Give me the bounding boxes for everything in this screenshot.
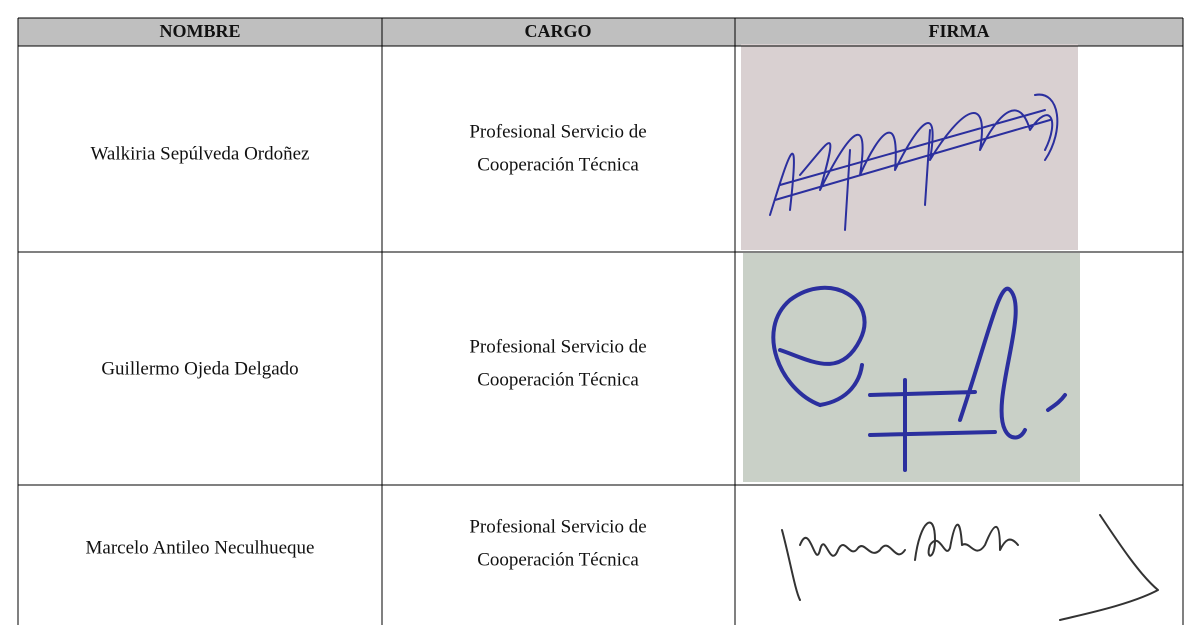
name-cell: Walkiria Sepúlveda Ordoñez <box>90 143 309 164</box>
signature-marcelo <box>781 514 1159 621</box>
cargo-line: Cooperación Técnica <box>477 369 639 390</box>
signature-guillermo <box>771 285 1067 472</box>
signature-image <box>743 253 1080 482</box>
header-background <box>18 18 1183 46</box>
cargo-line: Profesional Servicio de <box>469 516 646 537</box>
header-cell: FIRMA <box>929 21 990 41</box>
name-cell: Guillermo Ojeda Delgado <box>101 358 298 379</box>
cargo-line: Cooperación Técnica <box>477 549 639 570</box>
table-borders <box>17 17 1184 625</box>
cargo-line: Profesional Servicio de <box>469 121 646 142</box>
cargo-line: Cooperación Técnica <box>477 154 639 175</box>
signature-walkiria <box>769 93 1059 231</box>
cargo-line: Profesional Servicio de <box>469 336 646 357</box>
name-cell: Marcelo Antileo Neculhueque <box>86 537 315 558</box>
header-cell: NOMBRE <box>160 21 241 41</box>
signature-image <box>741 44 1078 250</box>
header-cell: CARGO <box>525 21 592 41</box>
